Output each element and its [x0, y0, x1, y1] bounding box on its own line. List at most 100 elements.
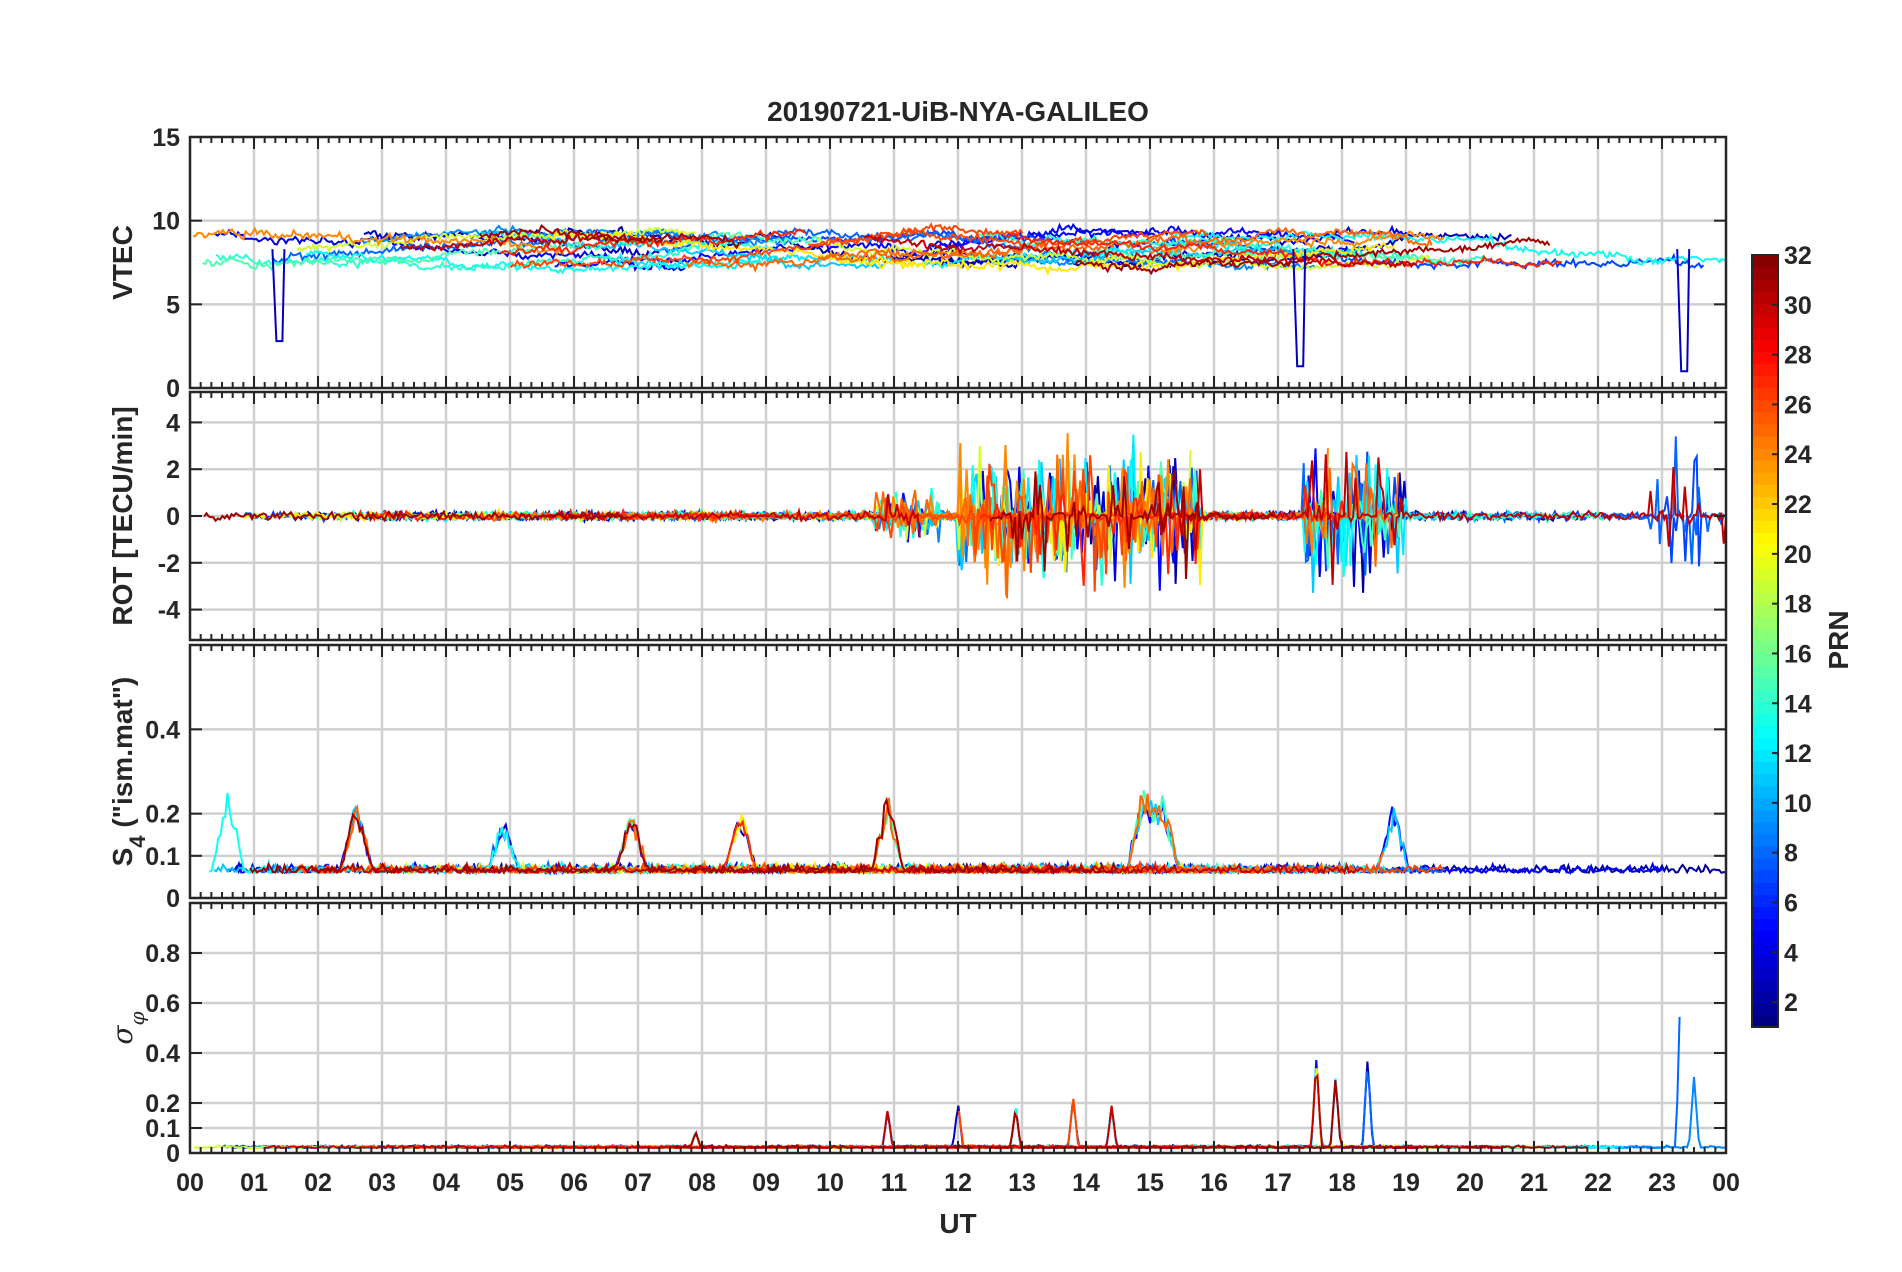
y-tick-label: 0.2 — [145, 801, 180, 829]
colorbar-segment — [1752, 484, 1778, 497]
colorbar-segment — [1752, 435, 1778, 449]
colorbar-segment — [1752, 870, 1778, 883]
x-axis-label: UT — [939, 1208, 976, 1239]
colorbar-tick-label: 28 — [1784, 342, 1812, 370]
colorbar-segment — [1752, 846, 1778, 859]
x-tick-label: 16 — [1200, 1169, 1228, 1197]
y-tick-label: 0 — [166, 375, 180, 403]
vtec-dip — [1676, 249, 1691, 373]
y-tick-label: 0.6 — [145, 990, 180, 1018]
x-tick-label: 11 — [881, 1169, 908, 1197]
colorbar-segment — [1752, 351, 1778, 365]
x-tick-label: 15 — [1136, 1169, 1164, 1197]
colorbar-segment — [1752, 641, 1778, 654]
x-tick-label: 18 — [1328, 1169, 1356, 1197]
y-tick-label: 0 — [166, 1140, 180, 1168]
colorbar-segment — [1752, 592, 1778, 606]
colorbar-segment — [1752, 291, 1778, 304]
colorbar-segment — [1752, 942, 1778, 956]
prn-trace — [203, 509, 627, 523]
y-tick-label: 0.4 — [145, 716, 180, 744]
colorbar-segment — [1752, 858, 1778, 871]
colorbar-segment — [1752, 508, 1778, 521]
x-tick-label: 13 — [1008, 1169, 1036, 1197]
colorbar-segment — [1752, 834, 1778, 847]
panel-2: 4 2 0 -2 -4 ROT [TECU/min] — [107, 390, 1728, 642]
colorbar-segment — [1752, 375, 1778, 389]
y-tick-label: 10 — [152, 208, 180, 236]
y-tick-label: 0 — [166, 885, 180, 913]
y-tick-label: 0 — [166, 503, 180, 531]
traces — [193, 222, 1727, 373]
x-tick-label: 00 — [1712, 1169, 1740, 1197]
prn-trace — [827, 241, 1396, 277]
y-tick-label: -2 — [158, 550, 180, 578]
x-tick-label: 05 — [496, 1169, 524, 1197]
x-tick-label: 17 — [1264, 1169, 1292, 1197]
colorbar-segment — [1752, 809, 1778, 823]
y-tick-label: 0.4 — [145, 1040, 180, 1068]
colorbar-segment — [1752, 966, 1778, 980]
colorbar-tick-label: 2 — [1784, 989, 1798, 1017]
x-tick-label: 03 — [368, 1169, 396, 1197]
colorbar-segment — [1752, 918, 1778, 932]
prn-trace — [1168, 230, 1727, 267]
colorbar-segment — [1752, 653, 1778, 666]
prn-trace — [249, 812, 840, 875]
colorbar-segment — [1752, 327, 1778, 341]
colorbar-segment — [1752, 387, 1778, 401]
vtec-dip — [1292, 249, 1307, 368]
x-tick-label: 01 — [240, 1169, 268, 1197]
colorbar-segment — [1752, 411, 1778, 425]
colorbar-segment — [1752, 363, 1778, 377]
colorbar-segment — [1752, 604, 1778, 618]
x-tick-label: 21 — [1520, 1169, 1548, 1197]
panel-4: 0.8 0.6 0.4 0.20.10 σφ — [106, 901, 1728, 1168]
colorbar-segment — [1752, 628, 1778, 642]
colorbar-segment — [1752, 339, 1778, 353]
y-tick-label: 0.8 — [145, 940, 180, 968]
colorbar-segment — [1752, 821, 1778, 835]
prn-trace — [310, 860, 784, 875]
colorbar-segment — [1752, 423, 1778, 437]
colorbar-frame — [1751, 254, 1779, 1028]
colorbar-segment — [1752, 556, 1778, 570]
x-tick-label: 22 — [1584, 1169, 1612, 1197]
y-tick-label: 0.2 — [145, 1090, 180, 1118]
colorbar-segment — [1752, 532, 1778, 546]
colorbar-segment — [1752, 568, 1778, 582]
colorbar-segment — [1752, 616, 1778, 630]
colorbar-segment — [1752, 677, 1778, 690]
x-tick-label: 12 — [944, 1169, 972, 1197]
colorbar-segment — [1752, 255, 1778, 268]
traces — [203, 433, 1727, 599]
prn-trace — [989, 469, 1278, 580]
prn-trace — [766, 796, 1119, 876]
colorbar-segment — [1752, 725, 1778, 739]
colorbar-segment — [1752, 906, 1778, 920]
prn-trace — [509, 222, 1024, 270]
colorbar-segment — [1752, 761, 1778, 775]
panel-1: 15 10 5 0 VTEC — [107, 124, 1728, 403]
x-tick-label: 06 — [560, 1169, 588, 1197]
colorbar-segment — [1752, 460, 1778, 473]
colorbar-segment — [1752, 737, 1778, 751]
colorbar-tick-label: 16 — [1784, 640, 1812, 668]
colorbar-segment — [1752, 990, 1778, 1004]
colorbar-segment — [1752, 785, 1778, 799]
colorbar-segment — [1752, 399, 1778, 413]
colorbar-segment — [1752, 267, 1778, 280]
prn-trace — [202, 231, 824, 272]
x-axis: 00 01 02 03 04 05 06 07 08 09 10 11 12 13 14 15 16 17 18 19… — [176, 1169, 1740, 1197]
y-tick-label: 2 — [166, 456, 180, 484]
colorbar-segment — [1752, 315, 1778, 328]
y-axis-label: σφ — [106, 1011, 149, 1044]
colorbar-segment — [1752, 1014, 1778, 1028]
chart-title: 20190721-UiB-NYA-GALILEO — [767, 96, 1149, 127]
panel-3: 0.4 0.2 0.1 0 S4 ("ism.mat") — [107, 643, 1728, 913]
x-tick-label: 14 — [1072, 1169, 1100, 1197]
colorbar-segment — [1752, 689, 1778, 702]
x-tick-label: 10 — [816, 1169, 844, 1197]
